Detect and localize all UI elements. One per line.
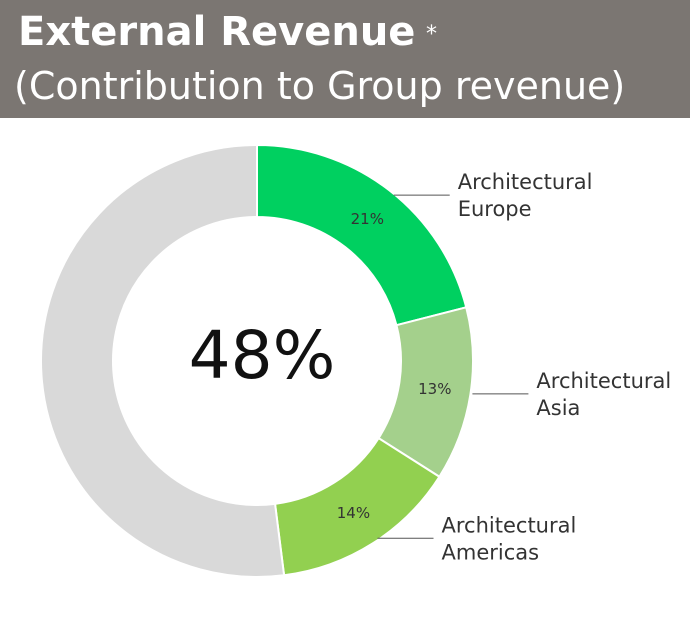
chart-title: External Revenue: [18, 9, 416, 55]
slice-labels: 21% 13% 14%: [337, 210, 452, 522]
callout-label: Asia: [536, 396, 580, 420]
chart-subtitle: (Contribution to Group revenue): [14, 64, 626, 108]
title-asterisk: *: [426, 22, 437, 47]
slice-remainder: [40, 143, 286, 578]
slice-value-label: 13%: [418, 380, 451, 398]
donut-chart: 21%13%14% ArchitecturalEuropeArchitectur…: [40, 143, 671, 578]
callouts: Architectural Europe Architectural Asia Arch…: [377, 170, 671, 564]
callout-label: Architectural: [442, 513, 577, 537]
callout-label: Americas: [442, 540, 540, 564]
callout-label: Europe: [458, 197, 532, 221]
slice-architectural-europe: [256, 143, 468, 327]
header-banner: External Revenue * (Contribution to Grou…: [0, 0, 690, 118]
callout-label: Architectural: [458, 170, 593, 194]
callout-label: Architectural: [536, 369, 671, 393]
slice-value-label: 14%: [337, 504, 370, 522]
slice-value-label: 21%: [351, 210, 384, 228]
donut-slices: [40, 143, 474, 578]
center-total-label: 48%: [189, 317, 336, 394]
